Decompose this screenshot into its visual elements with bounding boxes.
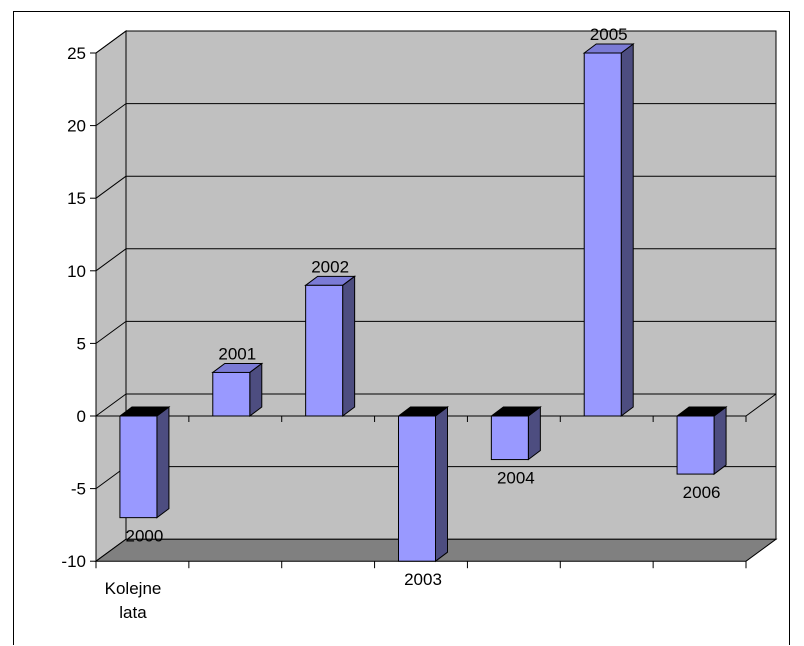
y-tick-label: 20 [67, 117, 86, 136]
x-axis-label-line-2: lata [119, 603, 147, 622]
y-tick-label: -10 [61, 552, 86, 571]
bar-front-face [119, 415, 158, 519]
gridline-side [95, 320, 127, 344]
gridline-side [95, 393, 127, 417]
bar-front-face [490, 415, 529, 461]
gridline-side [95, 175, 127, 199]
bar-2005 [582, 43, 635, 417]
y-axis: 25 20 15 10 5 0 -5 -10 [61, 44, 97, 571]
bar-front-face [212, 371, 251, 417]
gridline-side [95, 30, 127, 54]
bar-side-face [156, 406, 170, 519]
bar-2002 [304, 275, 357, 417]
bar-2001 [211, 362, 264, 418]
y-tick-label: 5 [77, 334, 86, 353]
bar-side-face [713, 406, 727, 476]
bars [118, 43, 728, 563]
bar-2004 [489, 406, 542, 461]
bar-2000 [118, 406, 171, 519]
y-tick-label: 0 [77, 407, 86, 426]
y-tick-label: 15 [67, 189, 86, 208]
data-label-2000: 2000 [126, 527, 164, 546]
data-label-2004: 2004 [497, 469, 535, 488]
bar-front-face [583, 52, 622, 417]
bar-2003 [397, 406, 449, 563]
data-label-2005: 2005 [590, 25, 628, 44]
bar-side-face [620, 43, 634, 417]
data-label-2001: 2001 [218, 344, 256, 363]
bar-front-face [305, 284, 344, 417]
bar-front-face [676, 415, 715, 475]
gridline-side [95, 103, 127, 127]
bar-side-face [342, 275, 356, 417]
gridline-side [95, 248, 127, 272]
bar-2006 [675, 406, 728, 476]
data-label-2002: 2002 [311, 257, 349, 276]
bar-front-face [398, 415, 436, 562]
data-label-2006: 2006 [683, 483, 721, 502]
y-tick-label: -5 [71, 480, 86, 499]
bar-side-face [435, 406, 448, 563]
x-axis: Kolejne lata [105, 579, 162, 622]
data-label-2003: 2003 [404, 570, 442, 589]
y-tick-label: 10 [67, 262, 86, 281]
x-axis-label-line-1: Kolejne [105, 579, 162, 598]
data-labels: 2000 2001 2002 2003 2004 2005 2006 [126, 25, 721, 589]
y-tick-label: 25 [67, 44, 86, 63]
zero-axis-side [745, 393, 777, 417]
